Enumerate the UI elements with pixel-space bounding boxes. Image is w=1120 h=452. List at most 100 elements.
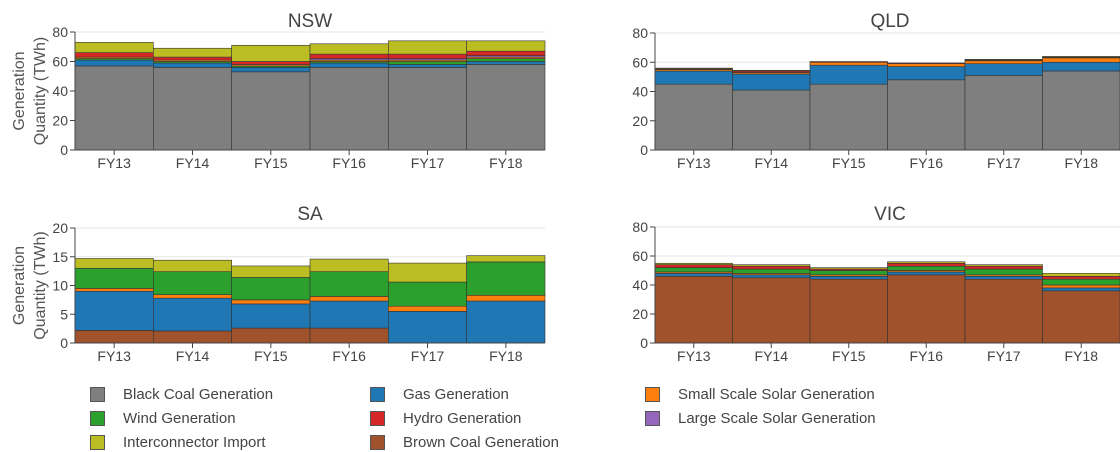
bar-segment-qld-fy15-black-coal-generation[interactable]: [810, 84, 888, 150]
bar-segment-sa-fy16-interconnector-import[interactable]: [310, 259, 388, 272]
bar-segment-nsw-fy18-black-coal-generation[interactable]: [467, 64, 545, 150]
bar-segment-sa-fy17-small-scale-solar-generation[interactable]: [388, 306, 466, 311]
legend-item-wind-generation[interactable]: Wind Generation: [90, 408, 236, 428]
legend-item-brown-coal-generation[interactable]: Brown Coal Generation: [370, 432, 559, 452]
bar-segment-vic-fy17-gas-generation[interactable]: [965, 276, 1043, 279]
bar-segment-nsw-fy16-black-coal-generation[interactable]: [310, 67, 388, 150]
bar-segment-nsw-fy16-hydro-generation[interactable]: [310, 54, 388, 58]
bar-segment-qld-fy14-black-coal-generation[interactable]: [733, 90, 811, 150]
bar-segment-vic-fy18-hydro-generation[interactable]: [1043, 276, 1120, 279]
bar-segment-nsw-fy16-interconnector-import[interactable]: [310, 44, 388, 54]
bar-segment-vic-fy16-wind-generation[interactable]: [888, 266, 966, 270]
bar-segment-qld-fy15-gas-generation[interactable]: [810, 65, 888, 84]
bar-segment-qld-fy16-gas-generation[interactable]: [888, 67, 966, 80]
bar-segment-vic-fy17-hydro-generation[interactable]: [965, 266, 1043, 269]
bar-segment-qld-fy14-gas-generation[interactable]: [733, 74, 811, 90]
bar-segment-qld-fy15-hydro-generation[interactable]: [810, 62, 888, 63]
bar-segment-sa-fy15-brown-coal-generation[interactable]: [232, 328, 310, 343]
bar-segment-vic-fy16-brown-coal-generation[interactable]: [888, 275, 966, 343]
bar-segment-qld-fy13-gas-generation[interactable]: [655, 71, 733, 84]
bar-segment-sa-fy14-small-scale-solar-generation[interactable]: [153, 295, 231, 298]
bar-segment-sa-fy18-wind-generation[interactable]: [467, 262, 545, 295]
bar-segment-vic-fy13-interconnector-import[interactable]: [655, 263, 733, 264]
bar-segment-qld-fy16-small-scale-solar-generation[interactable]: [888, 64, 966, 67]
bar-segment-sa-fy15-gas-generation[interactable]: [232, 304, 310, 328]
bar-segment-sa-fy16-gas-generation[interactable]: [310, 301, 388, 328]
bar-segment-vic-fy14-interconnector-import[interactable]: [733, 265, 811, 266]
bar-segment-qld-fy16-hydro-generation[interactable]: [888, 63, 966, 64]
bar-segment-sa-fy17-interconnector-import[interactable]: [388, 263, 466, 282]
bar-segment-qld-fy17-gas-generation[interactable]: [965, 64, 1043, 76]
bar-segment-nsw-fy15-gas-generation[interactable]: [232, 67, 310, 71]
legend-item-small-scale-solar-generation[interactable]: Small Scale Solar Generation: [645, 384, 875, 404]
bar-segment-vic-fy15-interconnector-import[interactable]: [810, 268, 888, 269]
bar-segment-qld-fy17-black-coal-generation[interactable]: [965, 75, 1043, 150]
bar-segment-sa-fy16-brown-coal-generation[interactable]: [310, 328, 388, 343]
bar-segment-sa-fy14-brown-coal-generation[interactable]: [153, 331, 231, 343]
bar-segment-sa-fy14-wind-generation[interactable]: [153, 272, 231, 295]
bar-segment-vic-fy13-hydro-generation[interactable]: [655, 265, 733, 268]
bar-segment-nsw-fy18-gas-generation[interactable]: [467, 62, 545, 65]
bar-segment-nsw-fy18-wind-generation[interactable]: [467, 59, 545, 62]
legend-item-black-coal-generation[interactable]: Black Coal Generation: [90, 384, 273, 404]
bar-segment-vic-fy13-gas-generation[interactable]: [655, 273, 733, 276]
bar-segment-nsw-fy14-hydro-generation[interactable]: [153, 57, 231, 60]
bar-segment-vic-fy17-brown-coal-generation[interactable]: [965, 279, 1043, 343]
bar-segment-vic-fy15-brown-coal-generation[interactable]: [810, 279, 888, 343]
bar-segment-vic-fy13-wind-generation[interactable]: [655, 268, 733, 272]
bar-segment-qld-fy13-interconnector-import[interactable]: [655, 68, 733, 69]
bar-segment-qld-fy18-black-coal-generation[interactable]: [1043, 71, 1120, 150]
bar-segment-vic-fy13-brown-coal-generation[interactable]: [655, 276, 733, 343]
bar-segment-sa-fy18-gas-generation[interactable]: [467, 301, 545, 343]
bar-segment-nsw-fy17-wind-generation[interactable]: [388, 62, 466, 65]
bar-segment-sa-fy15-small-scale-solar-generation[interactable]: [232, 300, 310, 304]
bar-segment-sa-fy18-interconnector-import[interactable]: [467, 256, 545, 262]
bar-segment-vic-fy18-gas-generation[interactable]: [1043, 288, 1120, 291]
bar-segment-nsw-fy15-black-coal-generation[interactable]: [232, 72, 310, 150]
bar-segment-qld-fy16-black-coal-generation[interactable]: [888, 80, 966, 150]
bar-segment-nsw-fy18-hydro-generation[interactable]: [467, 51, 545, 55]
bar-segment-qld-fy18-gas-generation[interactable]: [1043, 62, 1120, 71]
bar-segment-vic-fy17-wind-generation[interactable]: [965, 269, 1043, 275]
bar-segment-nsw-fy14-interconnector-import[interactable]: [153, 48, 231, 57]
bar-segment-qld-fy15-small-scale-solar-generation[interactable]: [810, 62, 888, 65]
bar-segment-qld-fy18-interconnector-import[interactable]: [1043, 56, 1120, 57]
bar-segment-nsw-fy13-interconnector-import[interactable]: [75, 42, 153, 52]
bar-segment-vic-fy14-gas-generation[interactable]: [733, 275, 811, 278]
bar-segment-sa-fy15-wind-generation[interactable]: [232, 277, 310, 299]
bar-segment-sa-fy13-brown-coal-generation[interactable]: [75, 330, 153, 343]
bar-segment-vic-fy16-interconnector-import[interactable]: [888, 262, 966, 263]
bar-segment-nsw-fy15-hydro-generation[interactable]: [232, 62, 310, 65]
legend-item-large-scale-solar-generation[interactable]: Large Scale Solar Generation: [645, 408, 876, 428]
bar-segment-nsw-fy13-hydro-generation[interactable]: [75, 53, 153, 57]
bar-segment-nsw-fy17-gas-generation[interactable]: [388, 64, 466, 67]
bar-segment-sa-fy14-gas-generation[interactable]: [153, 298, 231, 331]
bar-segment-vic-fy18-brown-coal-generation[interactable]: [1043, 291, 1120, 343]
bar-segment-sa-fy13-wind-generation[interactable]: [75, 268, 153, 288]
bar-segment-qld-fy18-small-scale-solar-generation[interactable]: [1043, 58, 1120, 62]
bar-segment-vic-fy17-interconnector-import[interactable]: [965, 265, 1043, 266]
bar-segment-sa-fy13-gas-generation[interactable]: [75, 291, 153, 330]
bar-segment-vic-fy15-gas-generation[interactable]: [810, 276, 888, 279]
bar-segment-qld-fy17-interconnector-import[interactable]: [965, 59, 1043, 60]
bar-segment-sa-fy15-interconnector-import[interactable]: [232, 266, 310, 278]
bar-segment-qld-fy17-small-scale-solar-generation[interactable]: [965, 61, 1043, 64]
bar-segment-sa-fy18-small-scale-solar-generation[interactable]: [467, 295, 545, 301]
bar-segment-sa-fy17-wind-generation[interactable]: [388, 282, 466, 306]
bar-segment-sa-fy13-small-scale-solar-generation[interactable]: [75, 288, 153, 291]
bar-segment-vic-fy14-brown-coal-generation[interactable]: [733, 278, 811, 343]
bar-segment-nsw-fy17-interconnector-import[interactable]: [388, 41, 466, 54]
bar-segment-nsw-fy18-interconnector-import[interactable]: [467, 41, 545, 51]
bar-segment-nsw-fy16-gas-generation[interactable]: [310, 63, 388, 67]
bar-segment-nsw-fy14-black-coal-generation[interactable]: [153, 67, 231, 150]
bar-segment-vic-fy18-interconnector-import[interactable]: [1043, 273, 1120, 276]
bar-segment-nsw-fy13-black-coal-generation[interactable]: [75, 66, 153, 150]
bar-segment-sa-fy16-small-scale-solar-generation[interactable]: [310, 296, 388, 301]
bar-segment-vic-fy16-hydro-generation[interactable]: [888, 263, 966, 266]
bar-segment-vic-fy16-gas-generation[interactable]: [888, 272, 966, 275]
bar-segment-vic-fy18-small-scale-solar-generation[interactable]: [1043, 285, 1120, 288]
bar-segment-nsw-fy15-interconnector-import[interactable]: [232, 45, 310, 61]
bar-segment-sa-fy17-gas-generation[interactable]: [388, 311, 466, 343]
bar-segment-nsw-fy13-gas-generation[interactable]: [75, 60, 153, 66]
bar-segment-nsw-fy17-black-coal-generation[interactable]: [388, 67, 466, 150]
